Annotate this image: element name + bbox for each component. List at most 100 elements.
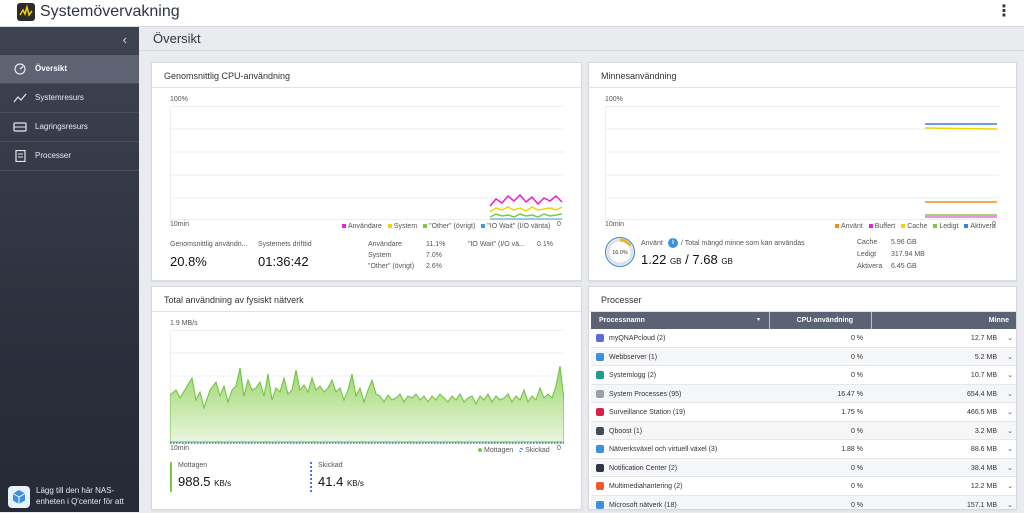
chevron-down-icon[interactable]: ⌄ [1007, 464, 1013, 472]
legend-active: Aktivera [970, 223, 996, 230]
more-options-icon[interactable]: ⋮ [996, 3, 1012, 20]
network-x-right-label: 0 [557, 445, 561, 452]
cloud-icon [596, 334, 604, 342]
chevron-down-icon[interactable]: ⌄ [1007, 353, 1013, 361]
process-name: Multimediahantering (2) [609, 483, 683, 490]
cpu-legend: Användare System "Other" (övrigt) "IO Wa… [338, 223, 550, 230]
memory-total-value: 7.68 [692, 252, 718, 267]
cpu-stat-other-value: 2.6% [426, 263, 442, 270]
memory-stat-active-label: Aktivera [857, 263, 883, 270]
received-value-line: 988.5 KB/s [178, 474, 231, 489]
process-memory: 88.6 MB [970, 446, 997, 453]
chevron-down-icon[interactable]: ⌄ [1007, 335, 1013, 342]
memory-usage-card: Minnesanvändning 100% 10min 0 Använt Buf… [588, 62, 1017, 281]
table-row[interactable]: Multimediahantering (2) 0 % 12.2 MB ⌄ [591, 477, 1016, 496]
legend-system-swatch [387, 223, 392, 228]
process-memory: 3.2 MB [974, 427, 997, 435]
chevron-down-icon[interactable]: ⌄ [1007, 390, 1013, 398]
cpu-avg-label: Genomsnittlig användn... [170, 241, 248, 248]
legend-free: Ledigt [939, 223, 959, 230]
network-usage-card: Total användning av fysiskt nätverk 1.9 … [151, 286, 582, 510]
qboost-icon [596, 426, 604, 435]
table-row[interactable]: Systemlogg (2) 0 % 10.7 MB ⌄ [591, 366, 1016, 385]
memory-gauge-value: 16.0% [612, 250, 628, 256]
sidebar-item-processes[interactable]: Processer [0, 142, 139, 171]
legend-buffer: Buffert [874, 223, 896, 230]
sent-unit: KB/s [346, 479, 364, 488]
sidebar-item-system-resource[interactable]: Systemresurs [0, 84, 139, 113]
chevron-down-icon[interactable]: ⌄ [1007, 501, 1013, 509]
top-bar: Systemövervakning ⋮ [0, 0, 1024, 27]
table-row[interactable]: Webbserver (1) 0 % 5.2 MB ⌄ [591, 347, 1016, 366]
cpu-chart [170, 106, 564, 220]
column-process-name[interactable]: Processnamn [599, 317, 645, 324]
memory-ymax-label: 100% [605, 96, 623, 103]
legend-received-swatch [478, 447, 482, 452]
cpu-x-left-label: 10min [170, 221, 190, 228]
process-memory: 12.7 MB [970, 335, 997, 342]
legend-free-swatch [933, 223, 938, 228]
memory-stat-cache-value: 5.96 GB [891, 239, 917, 246]
windows-icon [596, 500, 604, 509]
table-row[interactable]: Qboost (1) 0 % 3.2 MB ⌄ [591, 421, 1016, 440]
sent-value: 41.4 [318, 474, 344, 489]
card-divider [589, 87, 1016, 88]
sort-icon[interactable]: ▾ [757, 317, 761, 323]
memory-x-left-label: 10min [605, 221, 625, 228]
chevron-down-icon[interactable]: ⌄ [1007, 427, 1013, 435]
column-cpu-usage[interactable]: CPU-användning [796, 317, 853, 324]
chevron-down-icon[interactable]: ⌄ [1007, 483, 1013, 490]
memory-chart [605, 106, 999, 220]
memory-used-total: 1.22 GB / 7.68 GB [641, 252, 733, 267]
qcenter-promo-text: Lägg till den här NAS-enheten i Q'center… [36, 486, 124, 506]
card-divider [152, 87, 581, 88]
network-x-left-label: 10min [170, 445, 190, 452]
process-name: Qboost (1) [609, 427, 643, 435]
legend-user: Användare [348, 223, 382, 230]
memory-used-label: Använt [641, 240, 663, 247]
legend-iowait-swatch [481, 223, 486, 228]
qcenter-icon [8, 486, 30, 508]
page-title: Översikt [153, 31, 201, 46]
collapse-sidebar-icon[interactable]: ‹ [122, 32, 127, 47]
column-memory[interactable]: Minne [988, 317, 1009, 324]
memory-stat-cache-label: Cache [857, 239, 878, 246]
sidebar-item-storage-resource[interactable]: Lagringsresurs [0, 113, 139, 142]
legend-sent: Skickad [525, 447, 550, 454]
table-row[interactable]: Notification Center (2) 0 % 38.4 MB ⌄ [591, 458, 1016, 477]
app-title: Systemövervakning [40, 3, 180, 20]
multimedia-icon [596, 482, 604, 490]
table-row[interactable]: myQNAPcloud (2) 0 % 12.7 MB ⌄ [591, 329, 1016, 348]
legend-active-swatch [964, 223, 969, 228]
legend-cache: Cache [907, 223, 928, 230]
process-cpu: 0 % [850, 427, 863, 435]
process-memory: 654.4 MB [967, 390, 997, 398]
process-cpu: 0 % [850, 501, 863, 509]
chevron-down-icon[interactable]: ⌄ [1007, 409, 1013, 416]
process-cpu: 0 % [850, 353, 863, 361]
network-received-area [170, 365, 564, 443]
sidebar-item-label: Lagringsresurs [35, 122, 88, 131]
process-name: myQNAPcloud (2) [609, 335, 666, 342]
cpu-system-series [489, 206, 563, 213]
chevron-down-icon[interactable]: ⌄ [1007, 446, 1013, 453]
process-cpu: 0 % [850, 335, 863, 342]
sidebar: ‹ Översikt Systemresurs Lagringsresurs P… [0, 27, 139, 512]
memory-gauge: 16.0% [605, 237, 635, 267]
table-row[interactable]: Nätverksväxel och virtuell växel (3) 1.88… [591, 440, 1016, 459]
cpu-ymax-label: 100% [170, 96, 188, 103]
legend-other: "Other" (övrigt) [429, 223, 476, 230]
column-divider [769, 312, 770, 329]
table-row[interactable]: Surveillance Station (19) 1.75 % 466.5 MB ⌄ [591, 403, 1016, 422]
sidebar-item-overview[interactable]: Översikt [0, 55, 139, 84]
dashboard-icon [14, 63, 26, 75]
table-row[interactable]: Microsoft nätverk (18) 0 % 157.1 MB ⌄ [591, 495, 1016, 509]
process-name: Systemlogg (2) [609, 372, 657, 379]
process-cpu: 0 % [850, 483, 863, 490]
legend-user-swatch [342, 223, 346, 228]
received-bar [170, 462, 172, 492]
table-row[interactable]: System Processes (95) 16.47 % 654.4 MB ⌄ [591, 384, 1016, 403]
info-icon[interactable]: i [668, 238, 678, 248]
sidebar-item-label: Systemresurs [35, 93, 84, 102]
chevron-down-icon[interactable]: ⌄ [1007, 372, 1013, 379]
